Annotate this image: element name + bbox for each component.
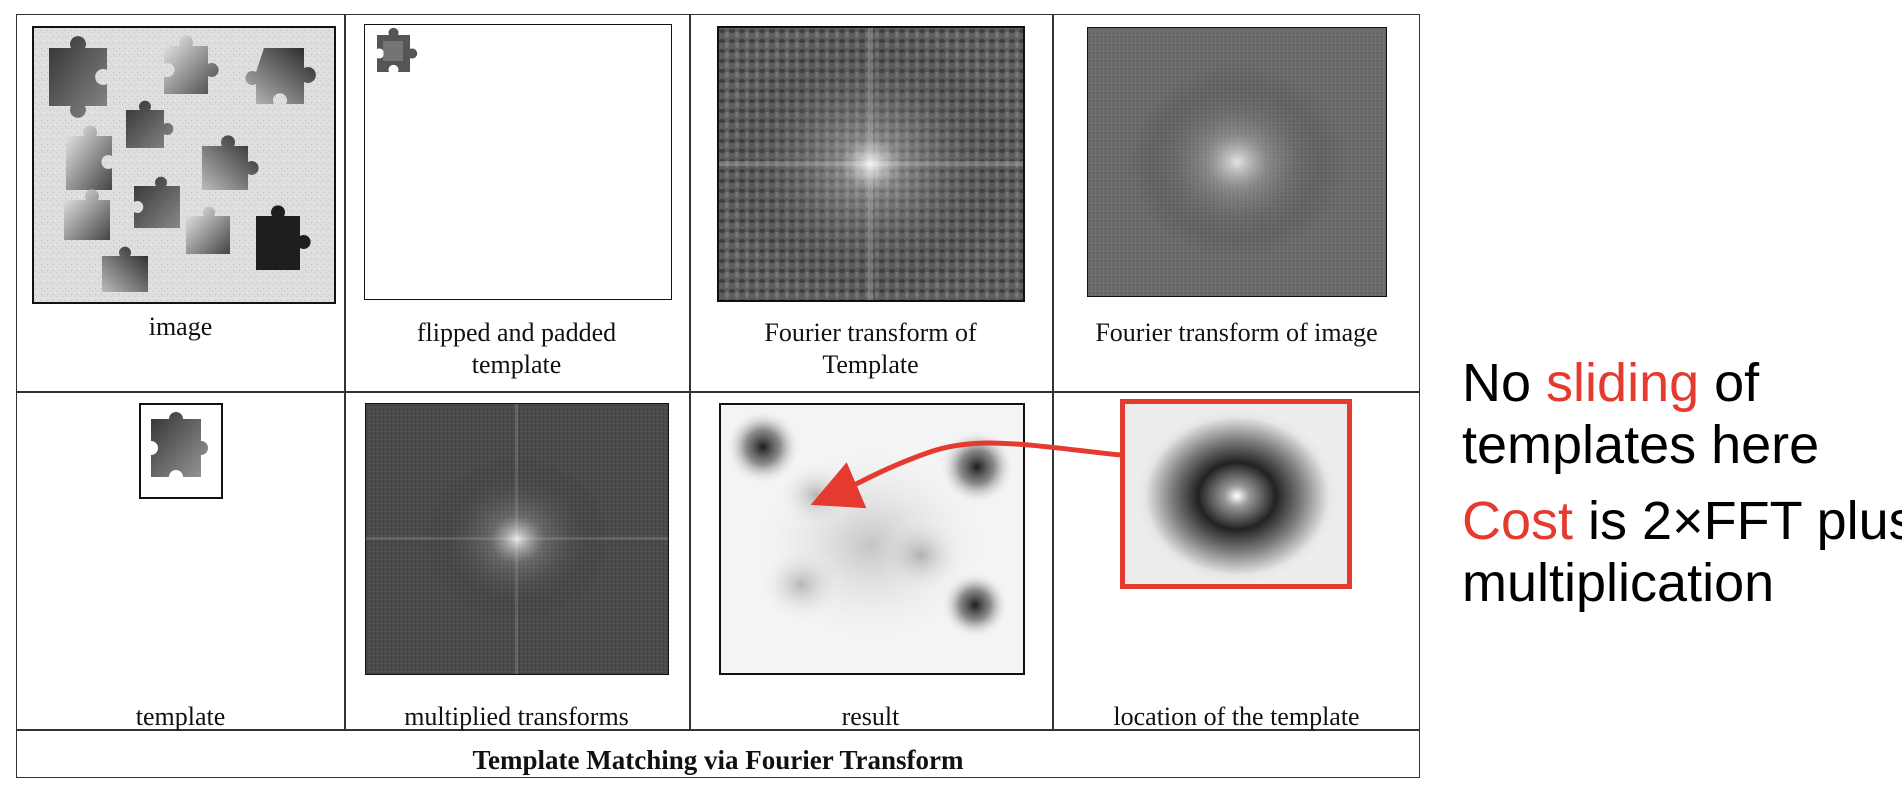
side-note-text: of [1699,353,1760,413]
side-note-highlight-cost: Cost [1462,491,1574,551]
side-note-text: No [1462,353,1547,413]
cell-template: template [17,391,344,731]
cell-multiplied: multiplied transforms [344,391,689,731]
column-divider [689,15,691,729]
cell-ft-template: Fourier transform of Template [689,15,1052,391]
caption-flipped-template-1: flipped and padded [416,318,617,347]
caption-ft-image: Fourier transform of image [1095,318,1378,347]
side-note-line-1: No sliding of [1462,352,1892,414]
side-note: No sliding of templates here Cost is 2×F… [1462,352,1902,614]
caption-location: location of the template [1113,702,1360,731]
side-note-line-2: templates here [1462,415,1820,475]
caption-ft-template-1: Fourier transform of [764,318,977,347]
cell-ft-image: Fourier transform of image [1052,15,1421,391]
figure-footer-caption: Template Matching via Fourier Transform [472,745,964,775]
cell-image: image [17,15,344,391]
location-zoom-image [1120,399,1352,589]
result-image [719,403,1025,675]
side-note-highlight-sliding: sliding [1546,353,1700,413]
figure-table: image flipped and padded template [16,14,1420,778]
caption-result: result [841,702,900,731]
row-divider [17,391,1419,393]
cell-flipped-template: flipped and padded template [344,15,689,391]
caption-flipped-template-2: template [471,350,562,379]
row-divider [17,729,1419,731]
caption-ft-template-2: Template [822,350,919,379]
ft-template-image [717,26,1025,302]
column-divider [1052,15,1054,729]
caption-multiplied: multiplied transforms [404,702,629,731]
caption-template: template [135,702,226,731]
side-note-text: is 2×FFT plus [1573,491,1902,551]
puzzle-image [32,26,336,304]
side-note-line-3: Cost is 2×FFT plus [1462,490,1902,552]
template-image [139,403,223,499]
multiplied-image [365,403,669,675]
ft-image-image [1087,27,1387,297]
side-note-line-4: multiplication [1462,553,1775,613]
padded-template-image [364,24,672,300]
column-divider [344,15,346,729]
caption-image: image [148,312,213,341]
cell-location: location of the template [1052,391,1421,731]
cell-result: result [689,391,1052,731]
